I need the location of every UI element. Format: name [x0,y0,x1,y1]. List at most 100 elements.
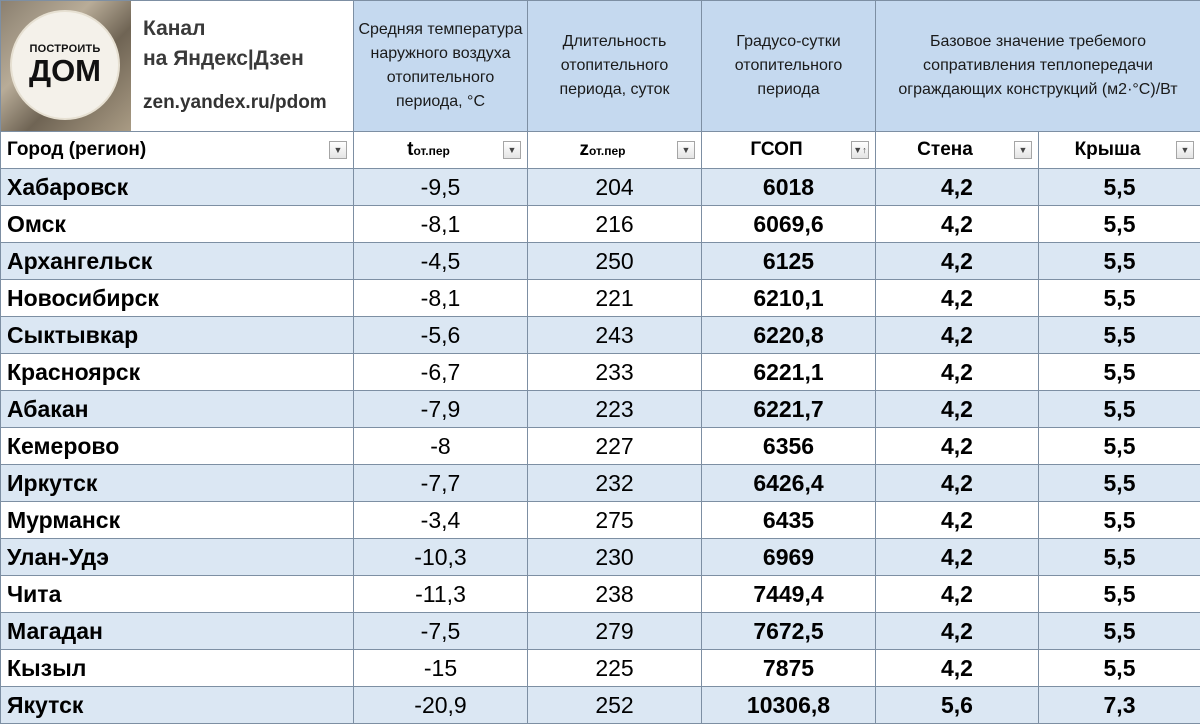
gsop-cell: 6426,4 [702,465,876,502]
duration-cell: 243 [528,317,702,354]
wall-value-cell: 4,2 [876,206,1039,243]
duration-cell: 275 [528,502,702,539]
filter-dropdown-icon[interactable]: ▼ [1014,141,1032,159]
city-cell: Якутск [1,687,354,724]
temperature-cell: -8,1 [354,280,528,317]
roof-value-cell: 5,5 [1039,354,1200,391]
roof-value-cell: 5,5 [1039,243,1200,280]
city-cell: Омск [1,206,354,243]
city-column-label: Город (регион) [1,139,329,161]
duration-cell: 223 [528,391,702,428]
roof-value-cell: 5,5 [1039,539,1200,576]
roof-value-cell: 5,5 [1039,465,1200,502]
city-cell: Красноярск [1,354,354,391]
description-header-row: ПОСТРОИТЬ ДОМ Канал на Яндекс|Дзен zen.y… [1,1,1200,132]
duration-cell: 252 [528,687,702,724]
gsop-cell: 6221,1 [702,354,876,391]
brand-cell: ПОСТРОИТЬ ДОМ Канал на Яндекс|Дзен zen.y… [1,1,354,132]
duration-cell: 238 [528,576,702,613]
channel-title-line1: Канал [143,14,327,44]
channel-title-line2: на Яндекс|Дзен [143,44,327,74]
city-column-header: Город (регион) ▼ [1,132,354,169]
duration-column-header: zот.пер ▼ [528,132,702,169]
wall-value-cell: 4,2 [876,169,1039,206]
temp-column-header: tот.пер ▼ [354,132,528,169]
city-cell: Магадан [1,613,354,650]
wall-value-cell: 4,2 [876,539,1039,576]
duration-cell: 250 [528,243,702,280]
filter-dropdown-icon[interactable]: ▼ [1176,141,1194,159]
gsop-cell: 10306,8 [702,687,876,724]
duration-cell: 279 [528,613,702,650]
city-cell: Хабаровск [1,169,354,206]
wall-value-cell: 4,2 [876,502,1039,539]
temperature-cell: -7,5 [354,613,528,650]
city-cell: Сыктывкар [1,317,354,354]
roof-value-cell: 5,5 [1039,428,1200,465]
duration-cell: 233 [528,354,702,391]
temperature-cell: -11,3 [354,576,528,613]
temp-description: Средняя температура наружного воздуха от… [354,1,528,132]
wall-value-cell: 4,2 [876,354,1039,391]
temperature-cell: -7,9 [354,391,528,428]
temp-column-subscript: от.пер [413,144,449,158]
wall-value-cell: 4,2 [876,465,1039,502]
gsop-cell: 6125 [702,243,876,280]
sort-dropdown-icon[interactable]: ▼↑ [851,141,869,159]
roof-value-cell: 5,5 [1039,391,1200,428]
roof-value-cell: 5,5 [1039,576,1200,613]
roof-value-cell: 5,5 [1039,280,1200,317]
city-cell: Архангельск [1,243,354,280]
temperature-cell: -8 [354,428,528,465]
duration-description: Длительность отопительного периода, суто… [528,1,702,132]
resistance-description: Базовое значение требемого сопративления… [876,1,1200,132]
wall-value-cell: 4,2 [876,613,1039,650]
gsop-cell: 7449,4 [702,576,876,613]
wall-value-cell: 4,2 [876,317,1039,354]
duration-cell: 230 [528,539,702,576]
filter-dropdown-icon[interactable]: ▼ [329,141,347,159]
temperature-cell: -10,3 [354,539,528,576]
gsop-description: Градусо-сутки отопительного периода [702,1,876,132]
roof-column-header: Крыша ▼ [1039,132,1200,169]
gsop-cell: 6435 [702,502,876,539]
gsop-column-header: ГСОП ▼↑ [702,132,876,169]
roof-value-cell: 5,5 [1039,206,1200,243]
duration-cell: 232 [528,465,702,502]
gsop-cell: 6210,1 [702,280,876,317]
duration-cell: 225 [528,650,702,687]
city-cell: Кемерово [1,428,354,465]
gsop-cell: 6018 [702,169,876,206]
duration-cell: 227 [528,428,702,465]
temperature-cell: -6,7 [354,354,528,391]
wall-value-cell: 4,2 [876,428,1039,465]
filter-dropdown-icon[interactable]: ▼ [503,141,521,159]
city-cell: Абакан [1,391,354,428]
wall-column-label: Стена [876,139,1014,161]
temperature-cell: -5,6 [354,317,528,354]
temperature-cell: -9,5 [354,169,528,206]
wall-value-cell: 5,6 [876,687,1039,724]
gsop-cell: 6221,7 [702,391,876,428]
temperature-cell: -15 [354,650,528,687]
gsop-column-label: ГСОП [702,139,851,161]
gsop-cell: 6356 [702,428,876,465]
temperature-cell: -4,5 [354,243,528,280]
roof-value-cell: 7,3 [1039,687,1200,724]
channel-logo: ПОСТРОИТЬ ДОМ [1,1,131,131]
wall-value-cell: 4,2 [876,391,1039,428]
filter-dropdown-icon[interactable]: ▼ [677,141,695,159]
wall-value-cell: 4,2 [876,650,1039,687]
